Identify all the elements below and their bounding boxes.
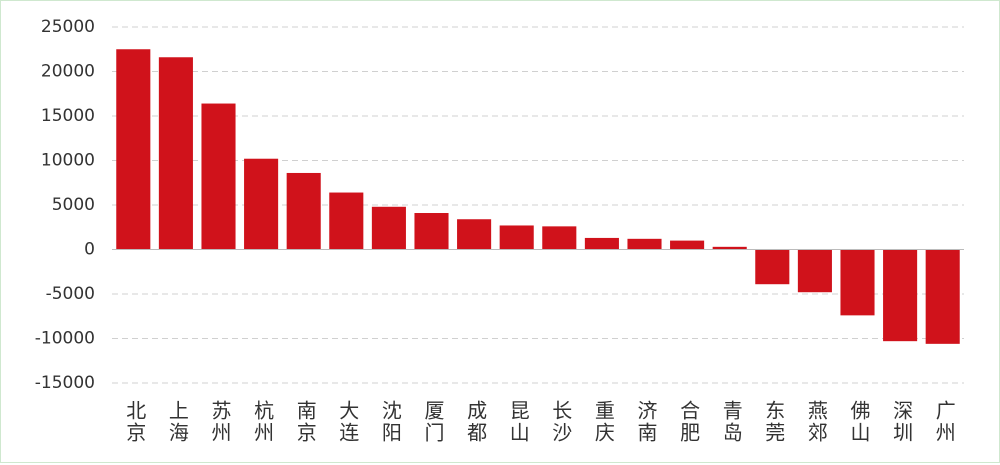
x-tick-label: 昆山 <box>506 400 530 444</box>
bar <box>584 237 619 250</box>
x-tick-label: 合肥 <box>677 400 701 444</box>
x-tick-label: 深圳 <box>890 400 914 444</box>
y-tick-label: 15000 <box>41 106 95 126</box>
x-tick-label: 北京 <box>123 400 147 444</box>
y-tick-label: 10000 <box>41 151 95 171</box>
x-tick-label: 济南 <box>634 400 658 444</box>
bar <box>627 238 662 250</box>
bar <box>925 249 960 344</box>
bar <box>329 192 364 250</box>
x-tick-label: 东莞 <box>762 400 786 444</box>
x-tick-label: 青岛 <box>719 400 743 444</box>
y-tick-label: 20000 <box>41 62 95 82</box>
bar <box>116 49 151 250</box>
y-tick-label: 25000 <box>41 17 95 37</box>
x-tick-label: 广州 <box>932 400 956 444</box>
bar <box>755 249 790 285</box>
bar <box>499 225 534 250</box>
x-tick-label: 南京 <box>293 400 317 444</box>
x-tick-label: 燕郊 <box>804 400 828 444</box>
bar <box>712 246 747 250</box>
bar <box>158 57 193 250</box>
bar <box>542 226 577 250</box>
y-tick-label: -5000 <box>46 284 95 304</box>
bar <box>670 240 705 250</box>
x-tick-label: 大连 <box>336 400 360 444</box>
bar <box>286 172 321 250</box>
x-tick-label: 杭州 <box>251 400 275 444</box>
x-tick-label: 上海 <box>165 400 189 444</box>
bar <box>371 206 406 250</box>
x-tick-label: 长沙 <box>549 400 573 444</box>
bar <box>840 249 875 316</box>
x-tick-label: 沈阳 <box>378 400 402 444</box>
y-tick-label: 0 <box>84 240 95 260</box>
bar <box>457 219 492 250</box>
x-tick-label: 重庆 <box>591 400 615 444</box>
x-tick-label: 佛山 <box>847 400 871 444</box>
bar <box>414 213 449 250</box>
x-tick-label: 成都 <box>464 400 488 444</box>
x-tick-label: 厦门 <box>421 400 445 444</box>
y-tick-label: -10000 <box>35 329 95 349</box>
x-tick-label: 苏州 <box>208 400 232 444</box>
bar <box>883 249 918 342</box>
y-tick-label: 5000 <box>52 195 95 215</box>
bar <box>797 249 832 293</box>
bar <box>244 158 279 250</box>
y-tick-label: -15000 <box>35 373 95 393</box>
bar <box>201 103 236 250</box>
